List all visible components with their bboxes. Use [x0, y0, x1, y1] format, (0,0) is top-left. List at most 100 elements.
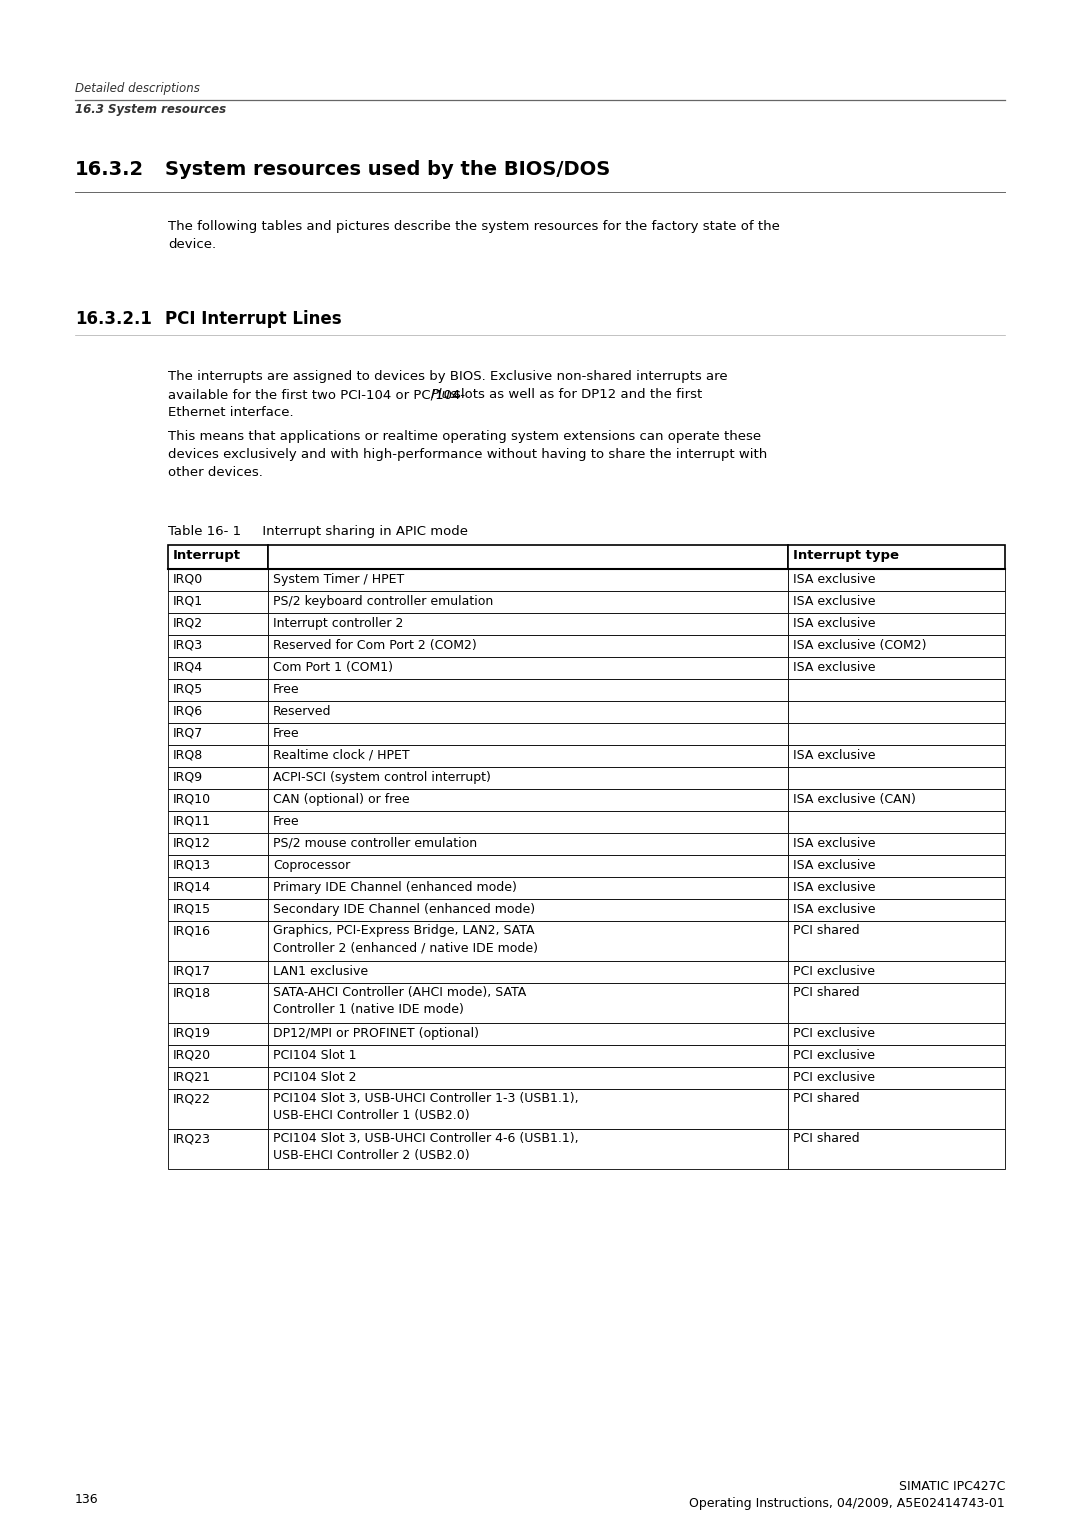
Text: This means that applications or realtime operating system extensions can operate: This means that applications or realtime… [168, 431, 767, 479]
Text: available for the first two PCI-104 or PC/104-: available for the first two PCI-104 or P… [168, 388, 465, 402]
Text: Secondary IDE Channel (enhanced mode): Secondary IDE Channel (enhanced mode) [273, 902, 535, 916]
Bar [268, 1128, 788, 1170]
Bar [168, 811, 268, 834]
Text: CAN (optional) or free: CAN (optional) or free [273, 793, 409, 806]
Text: Interrupt type: Interrupt type [793, 550, 899, 562]
Text: SIMATIC IPC427C: SIMATIC IPC427C [899, 1480, 1005, 1493]
Text: ACPI-SCI (system control interrupt): ACPI-SCI (system control interrupt) [273, 771, 491, 783]
Bar [788, 745, 1005, 767]
Bar [788, 545, 1005, 570]
Bar [268, 960, 788, 983]
Bar [788, 680, 1005, 701]
Text: PS/2 keyboard controller emulation: PS/2 keyboard controller emulation [273, 596, 494, 608]
Text: 16.3 System resources: 16.3 System resources [75, 102, 226, 116]
Bar [788, 657, 1005, 680]
Bar [168, 701, 268, 722]
Bar [788, 722, 1005, 745]
Bar [168, 1044, 268, 1067]
Bar [788, 635, 1005, 657]
Text: Table 16- 1     Interrupt sharing in APIC mode: Table 16- 1 Interrupt sharing in APIC mo… [168, 525, 468, 538]
Text: IRQ6: IRQ6 [173, 705, 203, 718]
Text: IRQ7: IRQ7 [173, 727, 203, 741]
Text: IRQ2: IRQ2 [173, 617, 203, 631]
Bar [268, 855, 788, 876]
Bar [268, 1044, 788, 1067]
Text: System Timer / HPET: System Timer / HPET [273, 573, 404, 586]
Text: PCI shared: PCI shared [793, 986, 860, 999]
Bar [268, 899, 788, 921]
Text: IRQ18: IRQ18 [173, 986, 211, 999]
Bar [168, 657, 268, 680]
Text: Free: Free [273, 727, 299, 741]
Bar [268, 767, 788, 789]
Text: IRQ4: IRQ4 [173, 661, 203, 673]
Text: IRQ15: IRQ15 [173, 902, 211, 916]
Bar [168, 983, 268, 1023]
Text: System resources used by the BIOS/DOS: System resources used by the BIOS/DOS [165, 160, 610, 179]
Text: Primary IDE Channel (enhanced mode): Primary IDE Channel (enhanced mode) [273, 881, 517, 893]
Bar [268, 570, 788, 591]
Bar [788, 1044, 1005, 1067]
Text: PCI shared: PCI shared [793, 1092, 860, 1106]
Bar [168, 745, 268, 767]
Bar [168, 1128, 268, 1170]
Text: PCI104 Slot 3, USB-UHCI Controller 4-6 (USB1.1),
USB-EHCI Controller 2 (USB2.0): PCI104 Slot 3, USB-UHCI Controller 4-6 (… [273, 1132, 579, 1162]
Text: PCI exclusive: PCI exclusive [793, 1070, 875, 1084]
Bar [168, 876, 268, 899]
Bar [268, 680, 788, 701]
Text: PCI exclusive: PCI exclusive [793, 1049, 875, 1061]
Bar [788, 701, 1005, 722]
Text: Reserved: Reserved [273, 705, 332, 718]
Bar [788, 1067, 1005, 1089]
Text: Free: Free [273, 815, 299, 828]
Bar [788, 921, 1005, 960]
Bar [168, 680, 268, 701]
Bar [788, 1023, 1005, 1044]
Text: Ethernet interface.: Ethernet interface. [168, 406, 294, 418]
Text: LAN1 exclusive: LAN1 exclusive [273, 965, 368, 977]
Text: IRQ17: IRQ17 [173, 965, 211, 977]
Text: ISA exclusive: ISA exclusive [793, 661, 876, 673]
Text: Reserved for Com Port 2 (COM2): Reserved for Com Port 2 (COM2) [273, 638, 476, 652]
Text: ISA exclusive (CAN): ISA exclusive (CAN) [793, 793, 916, 806]
Text: Interrupt controller 2: Interrupt controller 2 [273, 617, 403, 631]
Text: Graphics, PCI-Express Bridge, LAN2, SATA
Controller 2 (enhanced / native IDE mod: Graphics, PCI-Express Bridge, LAN2, SATA… [273, 924, 538, 954]
Bar [268, 722, 788, 745]
Bar [268, 983, 788, 1023]
Bar [168, 570, 268, 591]
Text: 136: 136 [75, 1493, 98, 1506]
Bar [788, 789, 1005, 811]
Bar [788, 767, 1005, 789]
Bar [168, 960, 268, 983]
Bar [168, 612, 268, 635]
Bar [788, 983, 1005, 1023]
Text: ISA exclusive (COM2): ISA exclusive (COM2) [793, 638, 927, 652]
Text: PCI104 Slot 2: PCI104 Slot 2 [273, 1070, 356, 1084]
Bar [788, 1128, 1005, 1170]
Text: IRQ9: IRQ9 [173, 771, 203, 783]
Text: IRQ21: IRQ21 [173, 1070, 211, 1084]
Text: DP12/MPI or PROFINET (optional): DP12/MPI or PROFINET (optional) [273, 1028, 480, 1040]
Bar [168, 591, 268, 612]
Bar [168, 635, 268, 657]
Bar [268, 635, 788, 657]
Text: The interrupts are assigned to devices by BIOS. Exclusive non-shared interrupts : The interrupts are assigned to devices b… [168, 370, 728, 383]
Bar [168, 545, 268, 570]
Text: PCI104 Slot 3, USB-UHCI Controller 1-3 (USB1.1),
USB-EHCI Controller 1 (USB2.0): PCI104 Slot 3, USB-UHCI Controller 1-3 (… [273, 1092, 579, 1122]
Bar [268, 545, 788, 570]
Bar [268, 612, 788, 635]
Bar [788, 899, 1005, 921]
Text: IRQ1: IRQ1 [173, 596, 203, 608]
Bar [168, 855, 268, 876]
Bar [788, 612, 1005, 635]
Bar [168, 1089, 268, 1128]
Bar [268, 701, 788, 722]
Bar [788, 960, 1005, 983]
Bar [168, 1067, 268, 1089]
Bar [268, 657, 788, 680]
Text: The following tables and pictures describe the system resources for the factory : The following tables and pictures descri… [168, 220, 780, 250]
Bar [788, 855, 1005, 876]
Text: Operating Instructions, 04/2009, A5E02414743-01: Operating Instructions, 04/2009, A5E0241… [689, 1496, 1005, 1510]
Bar [788, 876, 1005, 899]
Text: IRQ11: IRQ11 [173, 815, 211, 828]
